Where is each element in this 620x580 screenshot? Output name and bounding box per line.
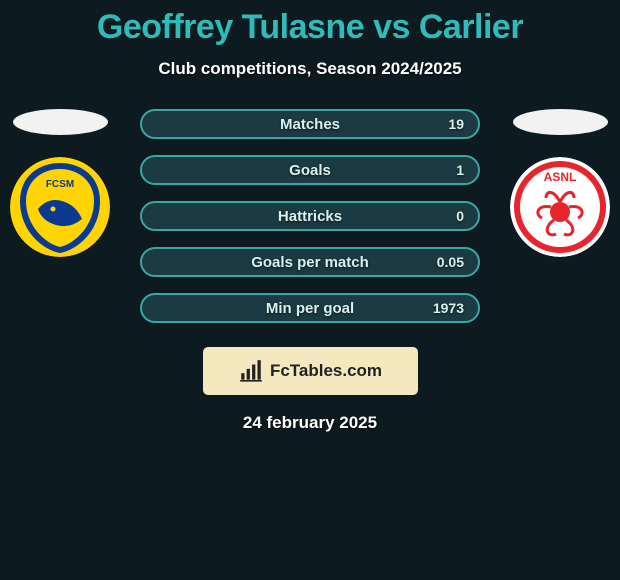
svg-text:FCSM: FCSM <box>46 179 74 190</box>
stat-label: Hattricks <box>278 208 342 225</box>
svg-text:ASNL: ASNL <box>544 170 577 184</box>
asnl-crest-icon: ASNL <box>510 157 610 257</box>
watermark: FcTables.com <box>203 347 418 395</box>
right-club-column: ASNL <box>500 109 620 257</box>
left-player-oval <box>13 109 108 135</box>
left-club-column: FCSM <box>0 109 120 257</box>
stat-right-value: 0.05 <box>437 254 464 270</box>
right-club-crest: ASNL <box>510 157 610 257</box>
stat-right-value: 19 <box>448 116 464 132</box>
stat-right-value: 1973 <box>433 300 464 316</box>
fcsm-crest-icon: FCSM <box>10 157 110 257</box>
subtitle: Club competitions, Season 2024/2025 <box>0 59 620 79</box>
stats-area: FCSM ASNL <box>0 109 620 323</box>
right-player-oval <box>513 109 608 135</box>
stat-right-value: 0 <box>456 208 464 224</box>
footer-date: 24 february 2025 <box>0 413 620 433</box>
stat-label: Goals per match <box>251 254 369 271</box>
stat-label: Matches <box>280 116 340 133</box>
stat-row: Goals 1 <box>140 155 480 185</box>
stat-row: Goals per match 0.05 <box>140 247 480 277</box>
stat-rows: Matches 19 Goals 1 Hattricks 0 Goals per match… <box>140 109 480 323</box>
stat-right-value: 1 <box>456 162 464 178</box>
page-title: Geoffrey Tulasne vs Carlier <box>0 0 620 47</box>
left-club-crest: FCSM <box>10 157 110 257</box>
stat-row: Min per goal 1973 <box>140 293 480 323</box>
stat-row: Matches 19 <box>140 109 480 139</box>
stat-row: Hattricks 0 <box>140 201 480 231</box>
stat-label: Goals <box>289 162 331 179</box>
stat-label: Min per goal <box>266 300 354 317</box>
bar-chart-icon <box>238 358 264 384</box>
watermark-text: FcTables.com <box>270 361 382 381</box>
comparison-card: Geoffrey Tulasne vs Carlier Club competi… <box>0 0 620 580</box>
